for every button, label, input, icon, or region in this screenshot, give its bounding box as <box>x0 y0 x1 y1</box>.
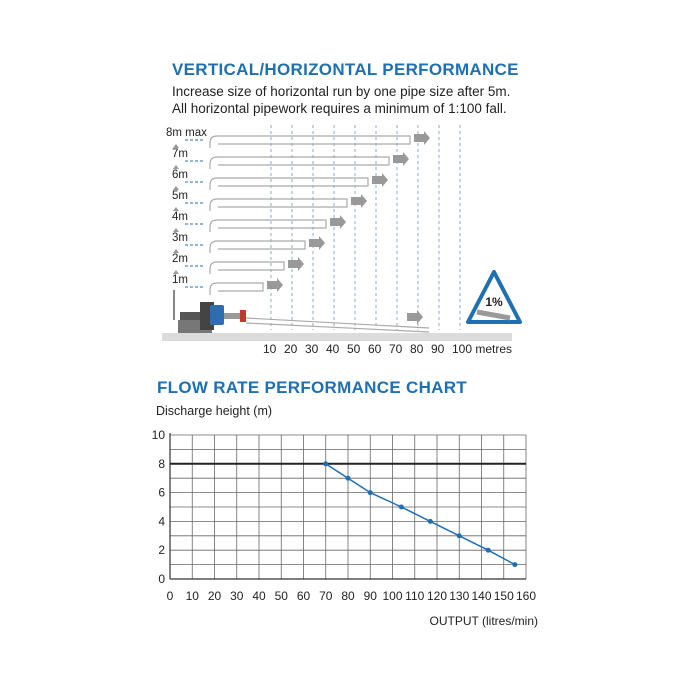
distance-labels: 10 20 30 40 50 60 70 80 90 100 metres <box>263 342 512 356</box>
height-label: 1m <box>172 274 188 286</box>
y-tick-label: 6 <box>158 486 165 500</box>
height-labels: 8m max 7m 6m 5m 4m 3m 2m 1m <box>166 127 207 288</box>
data-point <box>456 533 462 539</box>
flow-arrow <box>393 152 409 166</box>
x-tick-label: 130 <box>449 589 469 603</box>
distance-label: 100 metres <box>452 342 512 356</box>
x-tick-label: 160 <box>516 589 536 603</box>
flow-arrow <box>414 131 430 145</box>
fall-warning-icon: 1% <box>466 270 522 324</box>
x-tick-label: 70 <box>319 589 333 603</box>
vh-note-2: All horizontal pipework requires a minim… <box>172 101 507 116</box>
ground-strip <box>162 333 512 341</box>
flow-rate-chart: Discharge height (m) 0 2 4 6 8 10 0 10 20 30 40 50… <box>152 404 538 628</box>
pipe-run <box>209 173 388 190</box>
data-point <box>367 490 373 496</box>
y-tick-label: 10 <box>152 428 166 442</box>
height-label: 3m <box>172 232 188 244</box>
pipe-run <box>209 131 430 148</box>
x-tick-label: 20 <box>208 589 222 603</box>
series-polyline <box>325 463 516 566</box>
height-marker <box>173 186 179 190</box>
flow-arrow <box>288 257 304 271</box>
data-point <box>323 461 329 467</box>
pipe-run <box>209 257 304 274</box>
x-tick-label: 40 <box>252 589 266 603</box>
x-tick-label: 0 <box>167 589 174 603</box>
series-line <box>323 461 518 568</box>
height-marker <box>173 249 179 253</box>
distance-label: 40 <box>326 342 340 356</box>
x-tick-label: 150 <box>494 589 514 603</box>
distance-label: 20 <box>284 342 298 356</box>
y-axis-label: Discharge height (m) <box>156 404 272 418</box>
data-point <box>398 504 404 510</box>
height-marker <box>173 144 179 148</box>
x-tick-label: 110 <box>405 589 424 603</box>
height-marker <box>173 165 179 169</box>
x-tick-label: 140 <box>471 589 491 603</box>
height-marker <box>173 207 179 211</box>
distance-label: 30 <box>305 342 319 356</box>
data-point <box>427 518 433 524</box>
fall-badge-text: 1% <box>485 295 503 309</box>
height-marker <box>173 228 179 232</box>
x-tick-label: 50 <box>275 589 289 603</box>
flow-title: FLOW RATE PERFORMANCE CHART <box>157 378 467 397</box>
y-tick-label: 4 <box>158 514 165 528</box>
pipe-run <box>209 194 367 211</box>
height-label: 7m <box>172 148 188 160</box>
pipe-run <box>209 152 409 169</box>
y-tick-label: 0 <box>158 572 165 586</box>
flow-arrow <box>407 310 423 324</box>
pipe-run-base <box>173 290 430 333</box>
flow-arrow <box>330 215 346 229</box>
distance-label: 10 <box>263 342 277 356</box>
height-label: 2m <box>172 253 188 265</box>
x-tick-label: 60 <box>297 589 311 603</box>
distance-label: 90 <box>431 342 445 356</box>
data-point <box>345 475 351 481</box>
pump-icon <box>178 302 246 333</box>
x-tick-label: 80 <box>341 589 355 603</box>
pipe-run <box>209 215 346 232</box>
x-tick-label: 120 <box>427 589 447 603</box>
x-tick-label: 100 <box>382 589 402 603</box>
pipe-runs <box>173 131 430 333</box>
distance-label: 60 <box>368 342 382 356</box>
height-label: 8m max <box>166 127 207 139</box>
distance-label: 50 <box>347 342 361 356</box>
y-tick-label: 8 <box>158 457 165 471</box>
y-tick-label: 2 <box>158 543 165 557</box>
pipe-run <box>209 236 325 253</box>
y-tick-labels: 0 2 4 6 8 10 <box>152 428 166 586</box>
flow-arrow <box>351 194 367 208</box>
vh-title: VERTICAL/HORIZONTAL PERFORMANCE <box>172 60 519 79</box>
x-axis-label: OUTPUT (litres/min) <box>430 614 538 628</box>
chart-grid <box>169 433 527 580</box>
distance-label: 70 <box>389 342 403 356</box>
pipe-run <box>209 278 283 295</box>
height-label: 4m <box>172 211 188 223</box>
height-marker <box>173 270 179 274</box>
height-label: 5m <box>172 190 188 202</box>
height-label: 6m <box>172 169 188 181</box>
flow-arrow <box>309 236 325 250</box>
distance-label: 80 <box>410 342 424 356</box>
flow-arrow <box>267 278 283 292</box>
x-tick-label: 90 <box>364 589 378 603</box>
x-tick-label: 30 <box>230 589 244 603</box>
vh-note-1: Increase size of horizontal run by one p… <box>172 84 511 99</box>
x-tick-labels: 0 10 20 30 40 50 60 70 80 90 100 110 120 130 140 150 160 <box>167 589 537 603</box>
flow-arrow <box>372 173 388 187</box>
data-point <box>512 562 518 568</box>
data-point <box>485 547 491 553</box>
x-tick-label: 10 <box>186 589 200 603</box>
